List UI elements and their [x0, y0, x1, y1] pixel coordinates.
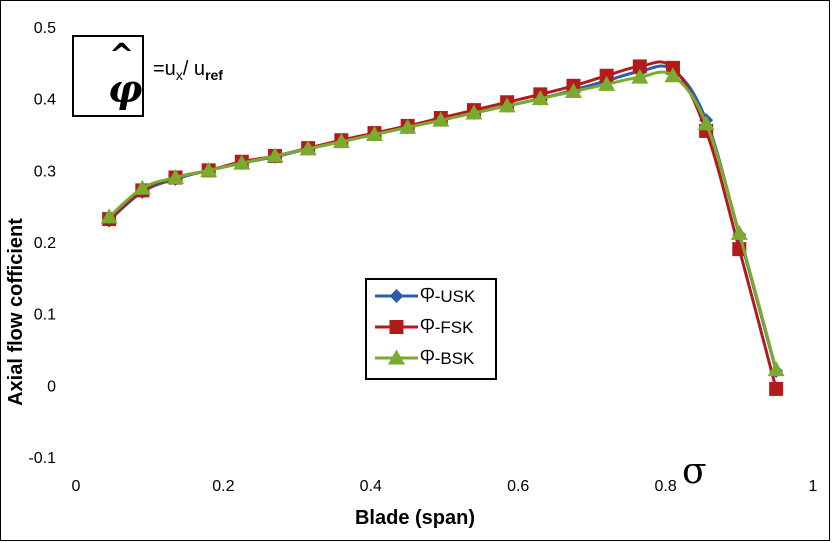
data-point	[769, 381, 784, 396]
phi-hat-symbol: ^	[109, 38, 135, 73]
data-point	[233, 154, 251, 170]
sigma-symbol: σ	[682, 451, 707, 492]
y-tick-label: 0.5	[34, 20, 56, 37]
data-point	[133, 179, 151, 195]
data-point	[730, 224, 748, 240]
phi-symbol: φ	[108, 66, 143, 111]
x-tick-label: 0.6	[507, 478, 529, 495]
legend-label: Ⴔ-BSK	[420, 349, 475, 368]
y-tick-label: 0	[47, 378, 56, 395]
legend-entry: Ⴔ-BSK	[375, 349, 475, 368]
x-tick-label: 1	[809, 478, 818, 495]
data-point	[200, 161, 218, 177]
data-point	[598, 75, 616, 91]
y-tick-label: 0.4	[34, 92, 56, 109]
series-layer	[100, 59, 785, 396]
legend-label: Ⴔ-USK	[420, 287, 476, 306]
data-point	[465, 104, 483, 120]
data-point	[498, 97, 516, 113]
data-point	[266, 147, 284, 163]
legend-marker	[389, 320, 404, 334]
legend-marker	[389, 289, 404, 303]
y-tick-label: -0.1	[28, 450, 56, 467]
legend-marker	[388, 349, 405, 365]
formula-text: =ux/ uref	[153, 58, 223, 83]
data-point	[100, 208, 118, 224]
series-triangle	[100, 67, 785, 377]
data-point	[432, 111, 450, 127]
x-tick-label: 0.8	[654, 478, 676, 495]
data-point	[299, 140, 317, 156]
formula-box: ^ φ	[72, 35, 144, 117]
legend-label: Ⴔ-FSK	[420, 318, 474, 337]
data-point	[332, 133, 350, 149]
y-tick-label: 0.2	[34, 235, 56, 252]
formula-sub-ref: ref	[205, 67, 223, 83]
x-tick-label: 0	[72, 478, 81, 495]
formula-sub-x: x	[175, 67, 183, 83]
data-point	[631, 68, 649, 84]
y-tick-label: 0.1	[34, 307, 56, 324]
data-point	[697, 115, 715, 131]
legend-entry: Ⴔ-USK	[375, 287, 476, 306]
formula-mid: / u	[182, 58, 206, 80]
data-point	[767, 361, 785, 377]
plot-axes: -0.1 0 0.1 0.2 0.3 0.4 0.5 0 0.2 0.4 0.6 0.8 1 Blade …	[5, 20, 818, 529]
data-point	[564, 83, 582, 98]
x-tick-label: 0.2	[212, 478, 234, 495]
x-tick-label: 0.4	[360, 478, 382, 495]
data-point	[166, 169, 184, 184]
legend-entry: Ⴔ-FSK	[375, 318, 474, 337]
data-point	[599, 68, 614, 83]
data-point	[531, 90, 549, 106]
data-point	[632, 59, 647, 74]
y-tick-label: 0.3	[34, 163, 56, 180]
formula-lhs: =u	[153, 58, 176, 80]
x-axis-title: Blade (span)	[355, 507, 475, 529]
data-point	[664, 67, 682, 83]
y-axis-title: Axial flow cofficient	[5, 218, 27, 406]
legend: Ⴔ-USK Ⴔ-FSK Ⴔ-BSK	[365, 278, 497, 380]
data-point	[365, 126, 383, 141]
data-point	[399, 118, 417, 134]
